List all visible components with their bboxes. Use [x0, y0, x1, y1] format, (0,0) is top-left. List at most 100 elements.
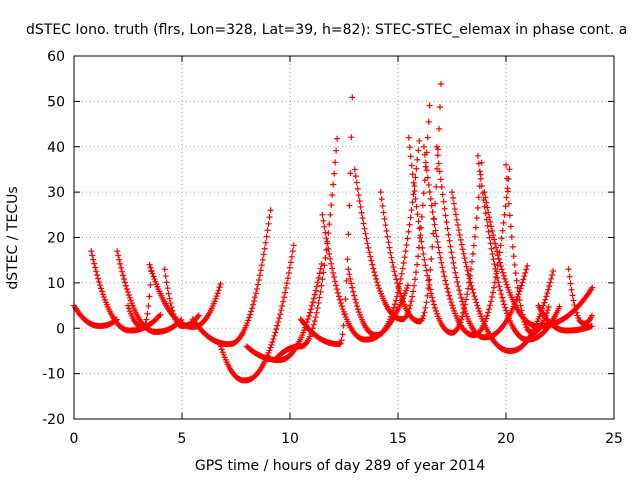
data-point — [342, 296, 349, 303]
data-point — [464, 267, 471, 274]
data-point — [507, 223, 514, 230]
data-point — [430, 215, 437, 222]
data-point — [314, 279, 321, 286]
data-point — [367, 253, 374, 260]
data-point — [90, 256, 97, 263]
data-point — [473, 299, 480, 306]
data-point — [366, 249, 373, 256]
data-point — [257, 267, 264, 274]
data-point — [438, 184, 445, 191]
data-point — [414, 156, 421, 163]
data-point — [369, 261, 376, 268]
data-point — [514, 284, 521, 291]
data-point — [407, 302, 414, 309]
data-point — [446, 237, 453, 244]
data-point — [354, 303, 361, 310]
data-point — [519, 311, 526, 318]
data-point — [162, 273, 169, 280]
data-point — [321, 262, 328, 269]
data-point — [247, 311, 254, 318]
data-point — [337, 300, 344, 307]
data-point — [449, 189, 455, 196]
data-point — [348, 134, 355, 141]
data-point — [424, 174, 431, 181]
data-point — [398, 293, 405, 300]
data-point — [454, 221, 461, 228]
data-point — [461, 304, 468, 311]
data-point — [426, 276, 433, 283]
arc-23 — [535, 302, 595, 334]
data-point — [467, 279, 474, 286]
data-point — [244, 320, 251, 327]
data-point — [401, 254, 408, 261]
data-point — [421, 309, 428, 316]
data-point — [486, 214, 493, 221]
data-point — [430, 230, 437, 237]
data-point — [338, 303, 345, 310]
y-tick-label: 20 — [47, 231, 65, 247]
data-point — [349, 94, 356, 101]
data-point — [495, 256, 502, 263]
data-point — [278, 307, 285, 314]
data-point — [313, 283, 320, 290]
data-point — [314, 304, 321, 311]
data-point — [447, 295, 454, 302]
data-point — [279, 302, 286, 309]
data-point — [412, 276, 419, 283]
data-point — [448, 299, 455, 306]
arc-24 — [565, 266, 595, 327]
data-point — [494, 248, 501, 255]
data-point — [437, 254, 444, 261]
data-point — [327, 211, 334, 218]
data-point — [546, 283, 553, 290]
data-point — [118, 264, 125, 271]
data-point — [311, 318, 318, 325]
data-point — [404, 235, 411, 242]
data-point — [415, 218, 422, 225]
data-point — [549, 271, 556, 278]
data-point — [443, 219, 450, 226]
data-point — [504, 284, 511, 291]
data-point — [430, 298, 437, 305]
data-point — [424, 292, 431, 299]
data-point — [404, 282, 411, 289]
data-point — [486, 306, 493, 313]
data-point — [168, 304, 175, 311]
data-point — [419, 315, 426, 322]
data-point — [499, 294, 506, 301]
data-point — [165, 290, 172, 297]
data-point — [468, 282, 475, 289]
data-point — [455, 227, 462, 234]
data-point — [501, 301, 508, 308]
data-point — [372, 272, 379, 279]
data-point — [443, 281, 450, 288]
data-point — [503, 194, 510, 201]
data-point — [497, 242, 504, 249]
data-point — [402, 287, 409, 294]
data-point — [164, 285, 171, 292]
data-point — [425, 118, 432, 125]
data-point — [156, 312, 163, 319]
data-point — [365, 244, 372, 251]
data-point — [421, 151, 428, 158]
data-point — [93, 268, 100, 275]
data-point — [280, 298, 287, 305]
x-tick-label: 25 — [605, 431, 623, 447]
data-point — [520, 315, 527, 322]
data-point — [98, 288, 105, 295]
data-point — [409, 293, 416, 300]
data-point — [502, 304, 509, 311]
data-point — [472, 224, 479, 231]
data-point — [503, 281, 510, 288]
data-point — [498, 291, 505, 298]
data-point — [548, 275, 555, 282]
data-point — [487, 302, 494, 309]
y-tick-label: -10 — [42, 367, 65, 383]
data-point — [398, 270, 405, 277]
data-point — [547, 279, 554, 286]
arc-16 — [405, 134, 485, 336]
data-point — [428, 202, 435, 209]
data-point — [432, 200, 439, 207]
y-tick-label: 10 — [47, 276, 65, 292]
arc-8 — [217, 242, 297, 384]
